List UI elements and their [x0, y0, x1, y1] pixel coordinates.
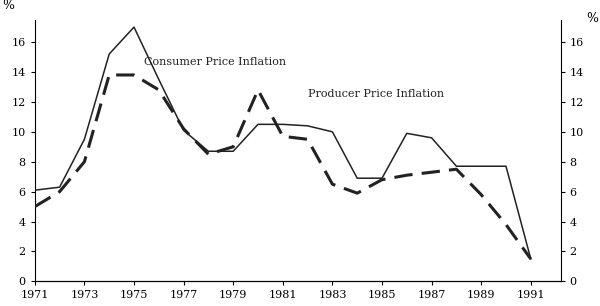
Text: Consumer Price Inflation: Consumer Price Inflation: [144, 57, 286, 66]
Y-axis label: %: %: [2, 0, 14, 12]
Text: Producer Price Inflation: Producer Price Inflation: [308, 89, 444, 99]
Y-axis label: %: %: [586, 12, 598, 25]
